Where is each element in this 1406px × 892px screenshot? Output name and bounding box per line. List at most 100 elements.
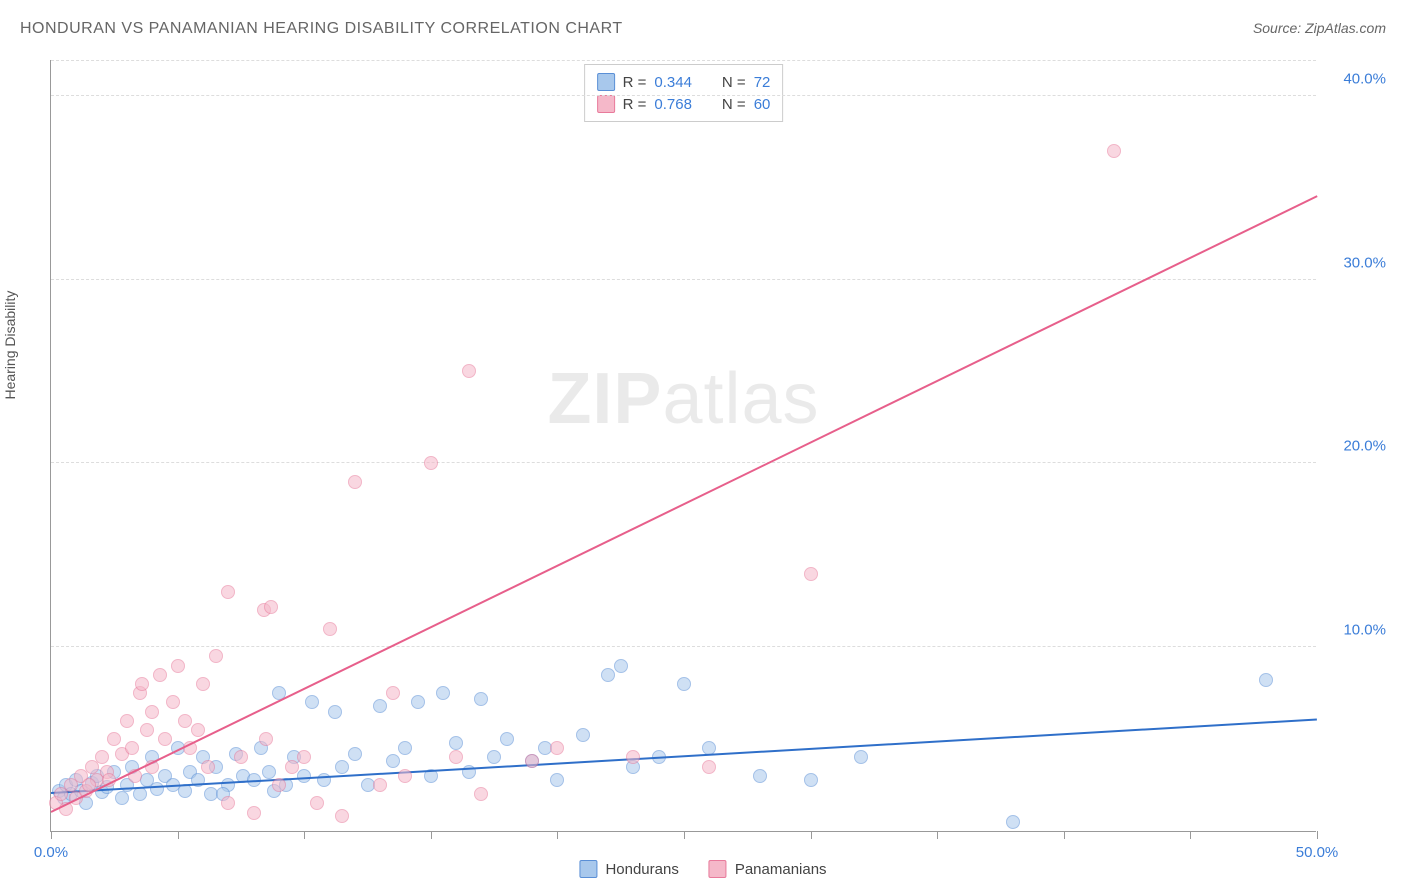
y-tick-label: 10.0% bbox=[1326, 622, 1386, 639]
n-label: N = bbox=[722, 74, 746, 91]
scatter-point bbox=[297, 769, 311, 783]
series-legend-label: Hondurans bbox=[605, 861, 678, 878]
scatter-point bbox=[153, 668, 167, 682]
scatter-point bbox=[550, 773, 564, 787]
scatter-point bbox=[424, 456, 438, 470]
scatter-point bbox=[373, 699, 387, 713]
scatter-point bbox=[196, 677, 210, 691]
x-tick bbox=[1064, 831, 1065, 839]
scatter-point bbox=[677, 677, 691, 691]
x-tick-label: 0.0% bbox=[34, 844, 68, 861]
scatter-point bbox=[115, 791, 129, 805]
x-tick bbox=[811, 831, 812, 839]
scatter-point bbox=[323, 622, 337, 636]
scatter-point bbox=[398, 741, 412, 755]
scatter-point bbox=[626, 750, 640, 764]
scatter-point bbox=[348, 475, 362, 489]
y-tick-label: 40.0% bbox=[1326, 70, 1386, 87]
y-tick-label: 20.0% bbox=[1326, 438, 1386, 455]
scatter-point bbox=[135, 677, 149, 691]
n-value: 72 bbox=[754, 74, 771, 91]
scatter-point bbox=[411, 695, 425, 709]
gridline bbox=[51, 95, 1316, 96]
scatter-point bbox=[221, 796, 235, 810]
scatter-point bbox=[550, 741, 564, 755]
gridline bbox=[51, 279, 1316, 280]
r-label: R = bbox=[623, 74, 647, 91]
scatter-point bbox=[1107, 144, 1121, 158]
legend-swatch bbox=[579, 860, 597, 878]
scatter-point bbox=[373, 778, 387, 792]
trend-line bbox=[51, 195, 1318, 813]
x-tick bbox=[684, 831, 685, 839]
scatter-point bbox=[120, 714, 134, 728]
scatter-point bbox=[191, 723, 205, 737]
scatter-point bbox=[145, 705, 159, 719]
scatter-point bbox=[576, 728, 590, 742]
scatter-point bbox=[500, 732, 514, 746]
series-legend-label: Panamanians bbox=[735, 861, 827, 878]
scatter-point bbox=[449, 750, 463, 764]
scatter-point bbox=[297, 750, 311, 764]
scatter-point bbox=[305, 695, 319, 709]
stats-legend: R =0.344N =72R =0.768N =60 bbox=[584, 64, 784, 122]
x-tick-label: 50.0% bbox=[1296, 844, 1339, 861]
legend-swatch bbox=[597, 73, 615, 91]
scatter-point bbox=[474, 692, 488, 706]
scatter-point bbox=[264, 600, 278, 614]
chart-title: HONDURAN VS PANAMANIAN HEARING DISABILIT… bbox=[20, 20, 623, 38]
scatter-point bbox=[262, 765, 276, 779]
scatter-point bbox=[107, 732, 121, 746]
scatter-point bbox=[171, 659, 185, 673]
scatter-point bbox=[525, 754, 539, 768]
legend-swatch bbox=[597, 95, 615, 113]
scatter-point bbox=[95, 750, 109, 764]
legend-swatch bbox=[709, 860, 727, 878]
scatter-point bbox=[1259, 673, 1273, 687]
y-tick-label: 30.0% bbox=[1326, 254, 1386, 271]
series-legend-item: Hondurans bbox=[579, 860, 678, 878]
scatter-point bbox=[462, 364, 476, 378]
x-tick bbox=[51, 831, 52, 839]
scatter-point bbox=[158, 732, 172, 746]
scatter-point bbox=[310, 796, 324, 810]
scatter-point bbox=[133, 787, 147, 801]
scatter-point bbox=[221, 585, 235, 599]
n-value: 60 bbox=[754, 96, 771, 113]
scatter-point bbox=[335, 809, 349, 823]
scatter-point bbox=[317, 773, 331, 787]
scatter-point bbox=[804, 773, 818, 787]
scatter-point bbox=[614, 659, 628, 673]
scatter-point bbox=[150, 782, 164, 796]
chart-plot-area: ZIPatlas R =0.344N =72R =0.768N =60 10.0… bbox=[50, 60, 1316, 832]
r-value: 0.344 bbox=[654, 74, 692, 91]
scatter-point bbox=[854, 750, 868, 764]
scatter-point bbox=[474, 787, 488, 801]
scatter-point bbox=[348, 747, 362, 761]
scatter-point bbox=[398, 769, 412, 783]
n-label: N = bbox=[722, 96, 746, 113]
x-tick bbox=[1190, 831, 1191, 839]
scatter-point bbox=[272, 778, 286, 792]
scatter-point bbox=[753, 769, 767, 783]
scatter-point bbox=[201, 760, 215, 774]
scatter-point bbox=[436, 686, 450, 700]
scatter-point bbox=[259, 732, 273, 746]
x-tick bbox=[937, 831, 938, 839]
scatter-point bbox=[335, 760, 349, 774]
scatter-point bbox=[234, 750, 248, 764]
y-axis-label: Hearing Disability bbox=[2, 291, 18, 400]
scatter-point bbox=[209, 649, 223, 663]
scatter-point bbox=[449, 736, 463, 750]
scatter-point bbox=[487, 750, 501, 764]
scatter-point bbox=[804, 567, 818, 581]
scatter-point bbox=[386, 754, 400, 768]
source-attribution: Source: ZipAtlas.com bbox=[1253, 20, 1386, 36]
gridline bbox=[51, 462, 1316, 463]
scatter-point bbox=[125, 741, 139, 755]
x-tick bbox=[557, 831, 558, 839]
scatter-point bbox=[1006, 815, 1020, 829]
stats-legend-row: R = 0.344 N = 72 bbox=[597, 71, 771, 93]
scatter-point bbox=[178, 714, 192, 728]
x-tick bbox=[1317, 831, 1318, 839]
